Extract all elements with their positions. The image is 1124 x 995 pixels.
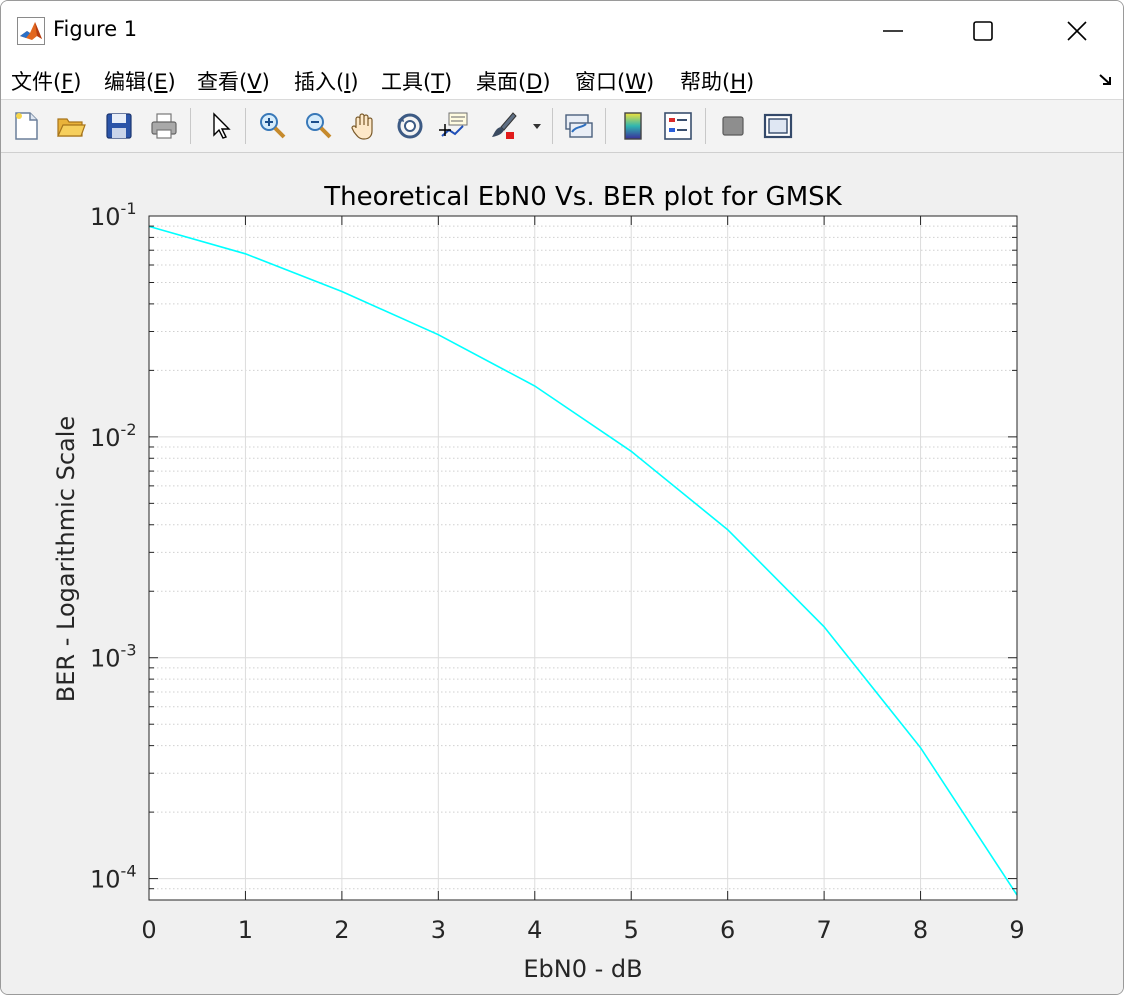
- data-line-layer: [148, 225, 1018, 896]
- x-tick-label: 2: [334, 916, 349, 944]
- save-button[interactable]: [101, 108, 137, 144]
- chart-title: Theoretical EbN0 Vs. BER plot for GMSK: [323, 182, 842, 212]
- y-tick-exponent: -2: [121, 420, 137, 439]
- axes-box: [148, 215, 1018, 901]
- toolbar-separator: [190, 108, 191, 144]
- zoom-out-icon: [306, 113, 332, 139]
- menu-help[interactable]: 帮助(H): [680, 70, 755, 94]
- brush-icon: [492, 112, 517, 139]
- expand-arrow-icon[interactable]: [1097, 71, 1115, 89]
- x-tick-label: 6: [720, 916, 735, 944]
- select-arrow-icon: [213, 112, 231, 139]
- axes-background: [149, 216, 1017, 900]
- y-tick-exponent: -1: [121, 199, 137, 218]
- menu-window[interactable]: 窗口(W): [575, 70, 655, 94]
- open-file-button[interactable]: [53, 108, 89, 144]
- y-tick-label: 10-3: [90, 641, 137, 673]
- toolbar-separator: [605, 108, 606, 144]
- menu-desktop[interactable]: 桌面(D): [476, 70, 551, 94]
- show-plot-tools-icon: [763, 113, 793, 139]
- new-figure-icon: [15, 112, 38, 140]
- hide-plot-tools-icon: [722, 116, 744, 136]
- save-icon: [106, 113, 132, 139]
- legend-button[interactable]: [660, 108, 696, 144]
- open-file-icon: [57, 118, 86, 137]
- matlab-logo-icon: [17, 17, 45, 45]
- x-tick-label: 1: [238, 916, 253, 944]
- pan-hand-icon: [351, 113, 373, 140]
- new-figure-button[interactable]: [8, 108, 44, 144]
- y-tick-exponent: -4: [121, 862, 137, 881]
- link-plot-icon: [565, 114, 593, 138]
- menu-insert[interactable]: 插入(I): [294, 70, 359, 94]
- x-tick-label: 9: [1009, 916, 1024, 944]
- hide-plot-tools-button[interactable]: [715, 108, 751, 144]
- pan-button[interactable]: [346, 108, 382, 144]
- x-tick-label: 0: [141, 916, 156, 944]
- x-tick-label: 8: [913, 916, 928, 944]
- brush-dropdown-button[interactable]: [527, 108, 547, 144]
- figure-canvas: 10-1 10-2 10-3 10-4 0 1 2 3 4 5 6 7 8 9 Theoretical E…: [1, 153, 1123, 994]
- y-tick-exponent: -3: [121, 641, 137, 660]
- x-axis-label: EbN0 - dB: [523, 955, 642, 983]
- ber-plot[interactable]: 10-1 10-2 10-3 10-40 1 2 3 4 5 6 7 8 9 Theoretical E…: [1, 153, 1123, 994]
- y-axis-label: BER - Logarithmic Scale: [52, 416, 80, 702]
- data-cursor-button[interactable]: [437, 108, 473, 144]
- print-button[interactable]: [146, 108, 182, 144]
- colorbar-button[interactable]: [615, 108, 651, 144]
- x-tick-label: 3: [431, 916, 446, 944]
- menu-edit[interactable]: 编辑(E): [104, 70, 176, 94]
- legend-icon: [664, 112, 692, 140]
- figure-toolbar: [1, 100, 1123, 153]
- rotate-3d-icon: [397, 113, 423, 139]
- maximize-icon: [973, 21, 993, 41]
- x-tick-label: 4: [527, 916, 542, 944]
- window-title: Figure 1: [53, 17, 138, 41]
- colorbar-icon: [624, 112, 642, 140]
- toolbar-separator: [552, 108, 553, 144]
- maximize-button[interactable]: [937, 1, 1029, 61]
- x-tick-label: 5: [624, 916, 639, 944]
- close-icon: [1067, 21, 1087, 41]
- select-button[interactable]: [202, 108, 238, 144]
- y-tick-label: 10-1: [90, 199, 137, 231]
- menu-bar: 文件(F) 编辑(E) 查看(V) 插入(I) 工具(T) 桌面(D) 窗口(W…: [1, 61, 1123, 100]
- title-bar[interactable]: Figure 1: [1, 1, 1123, 61]
- print-icon: [151, 113, 177, 139]
- menu-tools[interactable]: 工具(T): [381, 70, 453, 94]
- link-plot-button[interactable]: [560, 108, 596, 144]
- y-tick-label: 10-2: [90, 420, 137, 452]
- minimize-button[interactable]: [847, 1, 939, 61]
- rotate-3d-button[interactable]: [392, 108, 428, 144]
- close-button[interactable]: [1031, 1, 1123, 61]
- data-cursor-icon: [439, 112, 468, 137]
- menu-view[interactable]: 查看(V): [197, 70, 270, 94]
- toolbar-separator: [705, 108, 706, 144]
- y-tick-label: 10-4: [90, 862, 137, 894]
- menu-file[interactable]: 文件(F): [11, 70, 82, 94]
- toolbar-separator: [245, 108, 246, 144]
- x-tick-label: 7: [816, 916, 831, 944]
- brush-button[interactable]: [485, 108, 521, 144]
- ber-series-line: [148, 225, 1018, 896]
- zoom-out-button[interactable]: [300, 108, 336, 144]
- brush-dropdown-icon: [533, 124, 541, 129]
- minimize-icon: [883, 30, 903, 32]
- zoom-in-button[interactable]: [254, 108, 290, 144]
- show-plot-tools-button[interactable]: [760, 108, 796, 144]
- zoom-in-icon: [260, 113, 286, 139]
